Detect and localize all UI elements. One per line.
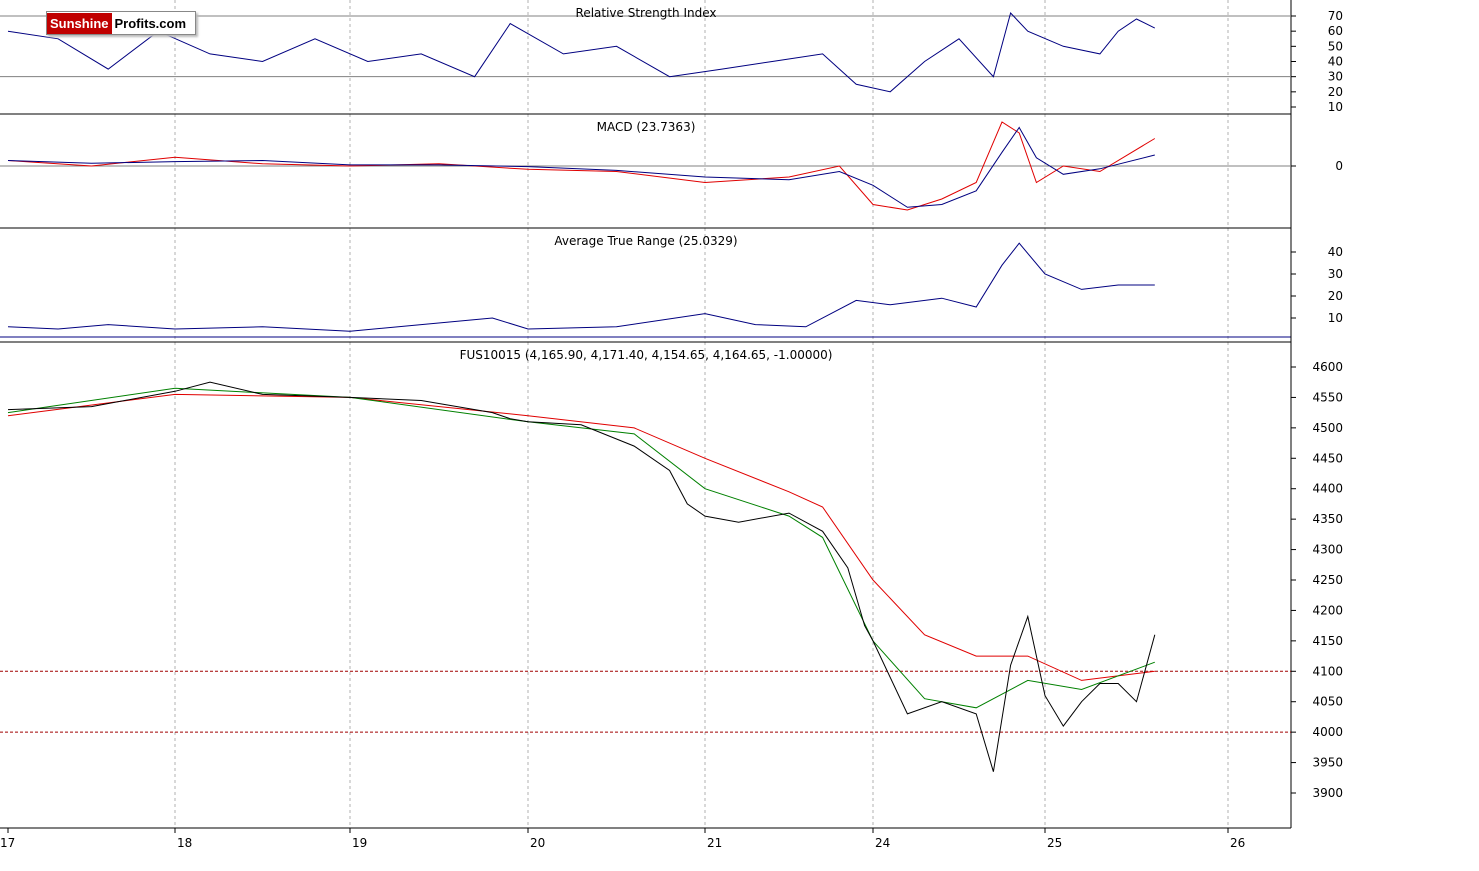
x-tick-label: 19 <box>352 836 367 850</box>
axis-ticks: 7060504030201004030201046004550450044504… <box>0 9 1343 850</box>
rsi-tick-label: 20 <box>1328 85 1343 99</box>
x-tick-label: 17 <box>0 836 15 850</box>
price-tick-label: 4200 <box>1312 603 1343 617</box>
x-tick-label: 26 <box>1230 836 1245 850</box>
atr-tick-label: 20 <box>1328 289 1343 303</box>
x-tick-label: 21 <box>707 836 722 850</box>
rsi-tick-label: 50 <box>1328 39 1343 53</box>
price-tick-label: 4300 <box>1312 543 1343 557</box>
price-tick-label: 4100 <box>1312 664 1343 678</box>
ma-long-line <box>7 393 1155 681</box>
macd-tick-label: 0 <box>1335 159 1343 173</box>
rsi-tick-label: 30 <box>1328 70 1343 84</box>
atr-title: Average True Range (25.0329) <box>554 234 737 248</box>
price-tick-label: 4050 <box>1312 695 1343 709</box>
price-tick-label: 4500 <box>1312 421 1343 435</box>
price-tick-label: 3900 <box>1312 786 1343 800</box>
rsi-line <box>7 12 1156 93</box>
atr-tick-label: 40 <box>1328 245 1343 259</box>
atr-line <box>7 242 1155 332</box>
macd-title: MACD (23.7363) <box>597 120 696 134</box>
price-tick-label: 3950 <box>1312 756 1343 770</box>
price-tick-label: 4250 <box>1312 573 1343 587</box>
rsi-tick-label: 10 <box>1328 100 1343 114</box>
panel-frames <box>0 0 1292 829</box>
series <box>7 12 1156 772</box>
rsi-title: Relative Strength Index <box>576 6 717 20</box>
grid <box>174 0 1229 825</box>
x-tick-label: 25 <box>1047 836 1062 850</box>
price-line <box>7 381 1156 772</box>
atr-tick-label: 30 <box>1328 267 1343 281</box>
sunshine-profits-logo: Sunshine Profits.com <box>46 11 196 35</box>
price-tick-label: 4000 <box>1312 725 1343 739</box>
price-tick-label: 4600 <box>1312 360 1343 374</box>
rsi-tick-label: 40 <box>1328 55 1343 69</box>
x-tick-label: 20 <box>530 836 545 850</box>
atr-tick-label: 10 <box>1328 311 1343 325</box>
x-tick-label: 24 <box>875 836 890 850</box>
macd-signal-line <box>7 126 1155 208</box>
rsi-tick-label: 70 <box>1328 9 1343 23</box>
price-tick-label: 4550 <box>1312 390 1343 404</box>
x-tick-label: 18 <box>177 836 192 850</box>
price-tick-label: 4400 <box>1312 482 1343 496</box>
price-tick-label: 4450 <box>1312 451 1343 465</box>
ma-short-line <box>7 387 1155 709</box>
logo-sunshine: Sunshine <box>47 12 112 34</box>
macd-line <box>7 121 1156 211</box>
rsi-tick-label: 60 <box>1328 24 1343 38</box>
price-tick-label: 4350 <box>1312 512 1343 526</box>
price-title: FUS10015 (4,165.90, 4,171.40, 4,154.65, … <box>460 348 833 362</box>
price-tick-label: 4150 <box>1312 634 1343 648</box>
logo-profits: Profits.com <box>114 15 187 31</box>
